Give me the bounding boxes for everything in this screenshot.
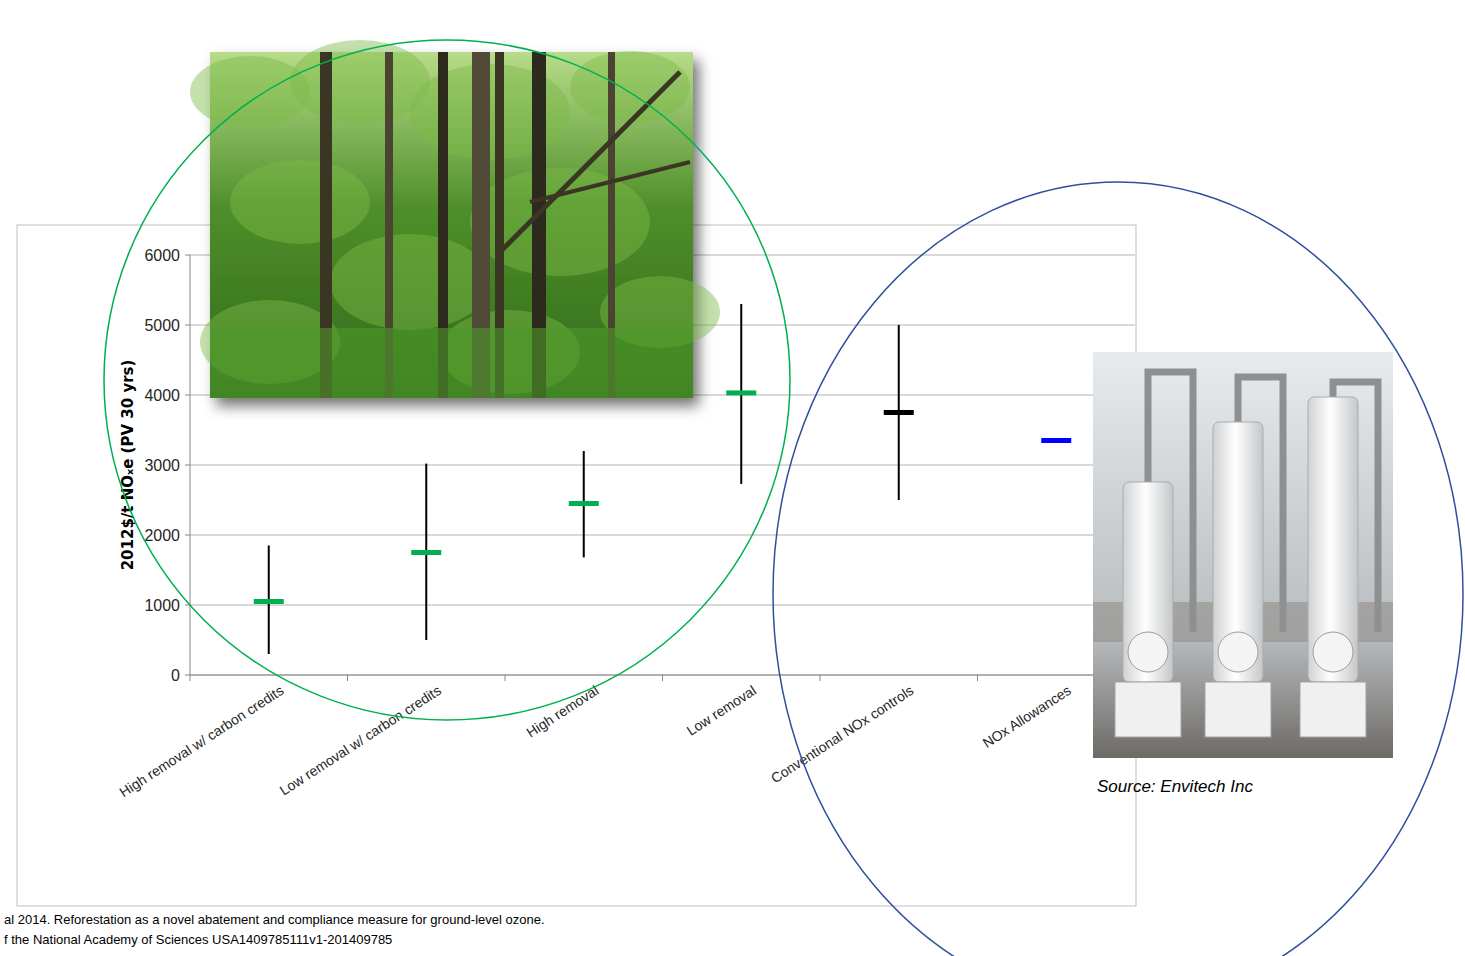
y-tick-label: 4000 [144, 387, 180, 404]
foliage [290, 40, 430, 124]
base-tank [1115, 682, 1181, 737]
y-ticks: 0 1000 2000 3000 4000 5000 6000 [144, 247, 190, 684]
source-caption: Source: Envitech Inc [1097, 777, 1253, 796]
base-tank [1205, 682, 1271, 737]
citation-line: al 2014. Reforestation as a novel abatem… [4, 912, 545, 927]
y-tick [185, 255, 190, 256]
pump [1128, 632, 1168, 672]
x-tick [190, 675, 191, 681]
x-tick-label: High removal [523, 682, 601, 740]
branch [530, 162, 690, 202]
scrubber-column [1213, 422, 1263, 682]
foliage [330, 234, 490, 330]
y-axis-title: 2012$/t NOₓe (PV 30 yrs) [119, 360, 137, 571]
foliage [190, 56, 310, 128]
grid-line [190, 605, 1135, 606]
foliage [570, 51, 690, 123]
pump [1218, 632, 1258, 672]
controls-highlight-ellipse [773, 182, 1463, 956]
y-tick-label: 6000 [144, 247, 180, 264]
y-tick-label: 2000 [144, 527, 180, 544]
x-tick [662, 675, 663, 681]
grid-line [190, 465, 1135, 466]
value-marker [569, 501, 599, 506]
pump [1313, 632, 1353, 672]
value-marker [254, 599, 284, 604]
x-tick-label: Low removal w/ carbon credits [277, 682, 444, 798]
equipment-photo-bg [1093, 352, 1393, 758]
y-tick [185, 395, 190, 396]
value-marker [1041, 438, 1071, 443]
value-marker [884, 410, 914, 415]
x-tick-label: Conventional NOx controls [768, 682, 916, 786]
x-tick [820, 675, 821, 681]
y-tick [185, 535, 190, 536]
y-tick-label: 3000 [144, 457, 180, 474]
undergrowth [210, 328, 693, 398]
x-tick-label: High removal w/ carbon credits [116, 682, 286, 800]
foliage [230, 160, 370, 244]
x-tick [347, 675, 348, 681]
citation-line: f the National Academy of Sciences USA14… [4, 932, 392, 947]
forest-photo [190, 40, 720, 398]
y-tick-label: 5000 [144, 317, 180, 334]
x-tick [505, 675, 506, 681]
scrubber-column [1123, 482, 1173, 682]
equipment-photo [1093, 352, 1393, 758]
x-tick [977, 675, 978, 681]
y-tick-label: 1000 [144, 597, 180, 614]
page: 0 1000 2000 3000 4000 5000 6000 2012$/t NOₓe (P… [0, 0, 1465, 956]
x-tick-labels: High removal w/ carbon creditsLow remova… [116, 682, 1073, 800]
forest-highlight-ellipse [104, 40, 790, 720]
x-tick-label: Low removal [684, 682, 759, 739]
base-tank [1300, 682, 1366, 737]
marks [254, 304, 1072, 654]
branch [500, 72, 680, 252]
scrubber-column [1308, 397, 1358, 682]
y-tick [185, 465, 190, 466]
grid-line [190, 535, 1135, 536]
y-axis [190, 255, 191, 675]
y-tick [185, 325, 190, 326]
y-tick [185, 675, 190, 676]
value-marker [411, 550, 441, 555]
x-tick-label: NOx Allowances [980, 682, 1074, 751]
y-tick-label: 0 [171, 667, 180, 684]
value-marker [726, 390, 756, 395]
